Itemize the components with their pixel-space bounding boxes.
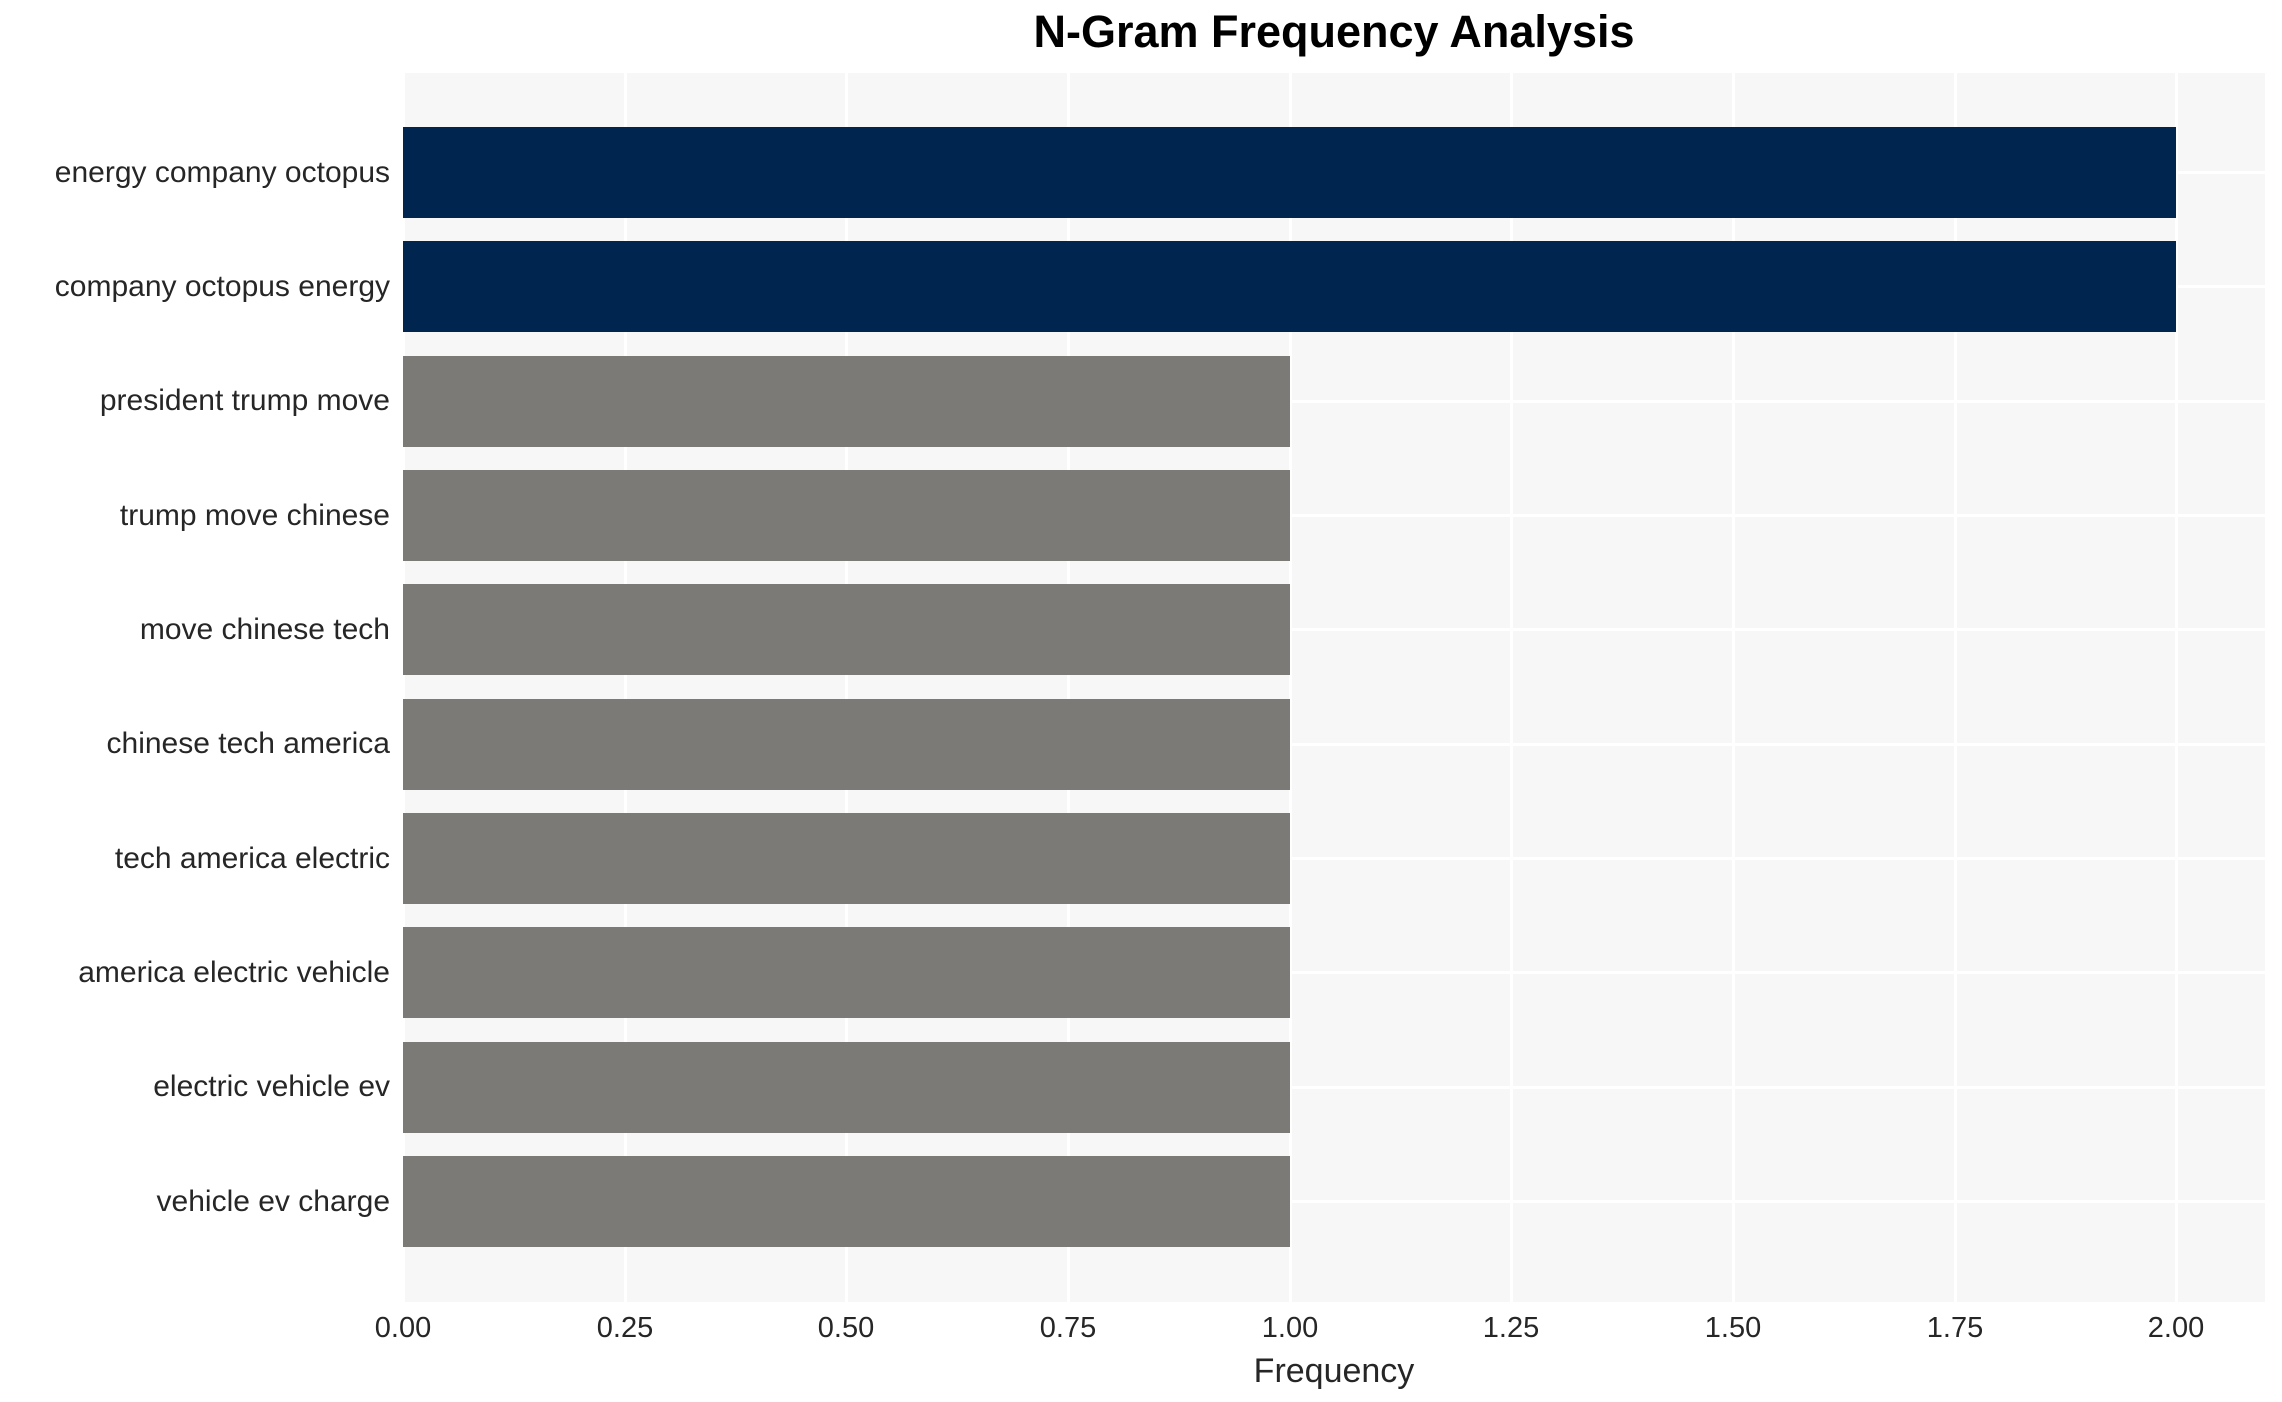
bar-electric-vehicle-ev bbox=[403, 1042, 1290, 1133]
x-tick-label: 0.50 bbox=[817, 1312, 875, 1344]
y-tick-label: chinese tech america bbox=[106, 727, 390, 760]
bar-vehicle-ev-charge bbox=[403, 1156, 1290, 1247]
x-tick-label: 1.50 bbox=[1704, 1312, 1762, 1344]
x-gridline bbox=[2175, 73, 2179, 1302]
y-gridline bbox=[403, 628, 2265, 631]
x-gridline bbox=[1288, 73, 1292, 1302]
bar-chinese-tech-america bbox=[403, 699, 1290, 790]
y-gridline bbox=[403, 1086, 2265, 1089]
x-tick-label: 0.25 bbox=[596, 1312, 654, 1344]
x-gridline bbox=[1953, 73, 1957, 1302]
x-gridline bbox=[1732, 73, 1735, 1302]
y-gridline bbox=[403, 971, 2265, 974]
plot-area bbox=[402, 73, 2265, 1302]
y-gridline bbox=[403, 400, 2265, 403]
y-gridline bbox=[403, 1200, 2265, 1203]
x-gridline bbox=[845, 73, 849, 1302]
bar-trump-move-chinese bbox=[403, 470, 1290, 561]
x-gridline bbox=[623, 73, 627, 1302]
x-gridline bbox=[1067, 73, 1070, 1302]
x-tick-label: 0.75 bbox=[1039, 1312, 1097, 1344]
bar-move-chinese-tech bbox=[403, 584, 1290, 675]
bar-america-electric-vehicle bbox=[403, 927, 1290, 1018]
y-tick-label: america electric vehicle bbox=[78, 956, 390, 989]
bar-energy-company-octopus bbox=[403, 127, 2177, 218]
y-tick-label: vehicle ev charge bbox=[156, 1185, 390, 1218]
y-gridline bbox=[403, 743, 2265, 746]
y-tick-label: company octopus energy bbox=[54, 270, 390, 303]
bar-tech-america-electric bbox=[403, 813, 1290, 904]
x-tick-label: 0.00 bbox=[374, 1312, 432, 1344]
x-gridline bbox=[402, 73, 405, 1302]
x-tick-label: 1.75 bbox=[1926, 1312, 1984, 1344]
y-tick-label: tech america electric bbox=[114, 842, 390, 875]
x-gridline bbox=[1510, 73, 1514, 1302]
y-tick-label: move chinese tech bbox=[139, 613, 390, 646]
bar-president-trump-move bbox=[403, 356, 1290, 447]
x-tick-label: 1.25 bbox=[1482, 1312, 1540, 1344]
chart-title: N-Gram Frequency Analysis bbox=[1033, 6, 1635, 57]
y-tick-label: energy company octopus bbox=[54, 156, 390, 189]
x-tick-label: 1.00 bbox=[1261, 1312, 1319, 1344]
y-tick-label: electric vehicle ev bbox=[153, 1070, 390, 1103]
y-gridline bbox=[403, 857, 2265, 860]
x-axis-label: Frequency bbox=[1253, 1352, 1415, 1390]
y-tick-label: president trump move bbox=[99, 384, 390, 417]
y-tick-label: trump move chinese bbox=[119, 499, 390, 532]
bar-company-octopus-energy bbox=[403, 241, 2177, 332]
x-tick-label: 2.00 bbox=[2147, 1312, 2205, 1344]
y-gridline bbox=[403, 514, 2265, 517]
